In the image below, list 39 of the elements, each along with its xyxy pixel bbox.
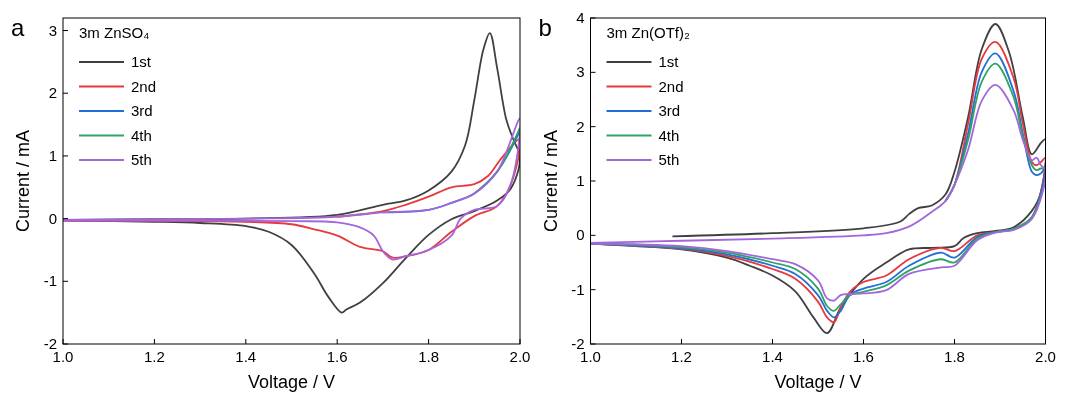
y-tick-label: 2: [48, 84, 57, 102]
y-tick-label: 0: [575, 226, 584, 244]
x-tick-label: 1.2: [143, 348, 165, 365]
y-tick-label: 1: [48, 146, 57, 164]
x-tick-label: 2.0: [509, 348, 531, 365]
legend-title: 3m ZnSO₄: [79, 24, 150, 41]
x-tick-label: 1.4: [235, 348, 257, 365]
legend-label: 1st: [658, 53, 679, 70]
y-tick-label: -1: [43, 272, 57, 290]
y-tick-label: 1: [575, 172, 584, 189]
legend-label: 4th: [131, 126, 152, 144]
x-axis-title: Voltage / V: [773, 372, 862, 392]
y-tick-label: 4: [575, 9, 584, 26]
y-tick-label: 2: [575, 117, 584, 135]
legend-label: 1st: [131, 53, 152, 70]
legend-label: 2nd: [658, 77, 684, 95]
legend-label: 3rd: [131, 102, 153, 119]
legend-title: 3m Zn(OTf)₂: [606, 24, 690, 41]
y-axis-title: Current / mA: [13, 129, 33, 233]
legend-label: 2nd: [131, 77, 157, 95]
legend-label: 5th: [658, 151, 679, 168]
x-tick-label: 1.2: [670, 348, 692, 365]
x-tick-label: 1.6: [326, 348, 348, 365]
y-tick-label: -1: [570, 280, 584, 298]
x-tick-label: 1.8: [418, 348, 440, 365]
y-tick-label: 3: [575, 63, 584, 81]
legend-label: 3rd: [658, 102, 680, 119]
legend-label: 4th: [658, 126, 679, 144]
y-tick-label: 0: [48, 209, 57, 227]
x-tick-label: 1.4: [761, 348, 783, 365]
x-tick-label: 2.0: [1034, 348, 1056, 365]
x-tick-label: 1.8: [943, 348, 965, 365]
text: b: [538, 14, 552, 41]
legend-label: 5th: [131, 151, 152, 168]
x-tick-label: 1.6: [852, 348, 874, 365]
x-axis-title: Voltage / V: [247, 372, 336, 392]
y-axis-title: Current / mA: [540, 129, 560, 233]
text: a: [11, 14, 25, 41]
y-tick-label: 3: [48, 21, 57, 39]
